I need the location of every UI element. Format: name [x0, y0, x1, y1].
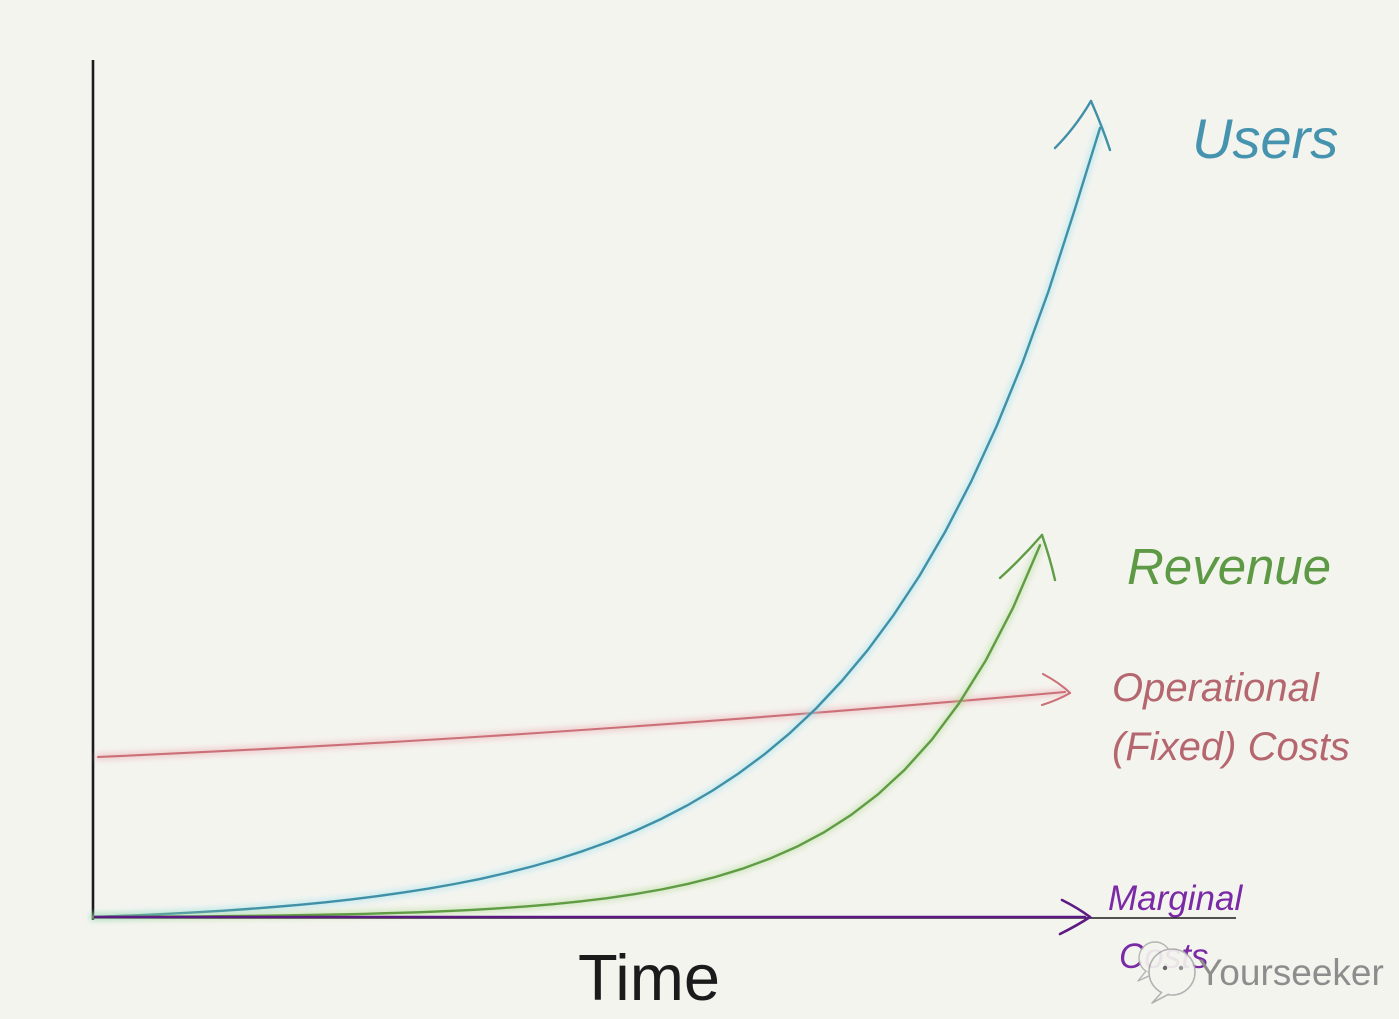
svg-text:Users: Users — [1192, 107, 1338, 170]
svg-text:Time: Time — [578, 941, 720, 1014]
svg-text:Operational: Operational — [1112, 666, 1320, 710]
svg-text:Yourseeker: Yourseeker — [1198, 952, 1384, 993]
svg-text:(Fixed) Costs: (Fixed) Costs — [1112, 725, 1350, 769]
svg-text:Marginal: Marginal — [1108, 879, 1243, 918]
svg-text:Revenue: Revenue — [1127, 538, 1331, 595]
